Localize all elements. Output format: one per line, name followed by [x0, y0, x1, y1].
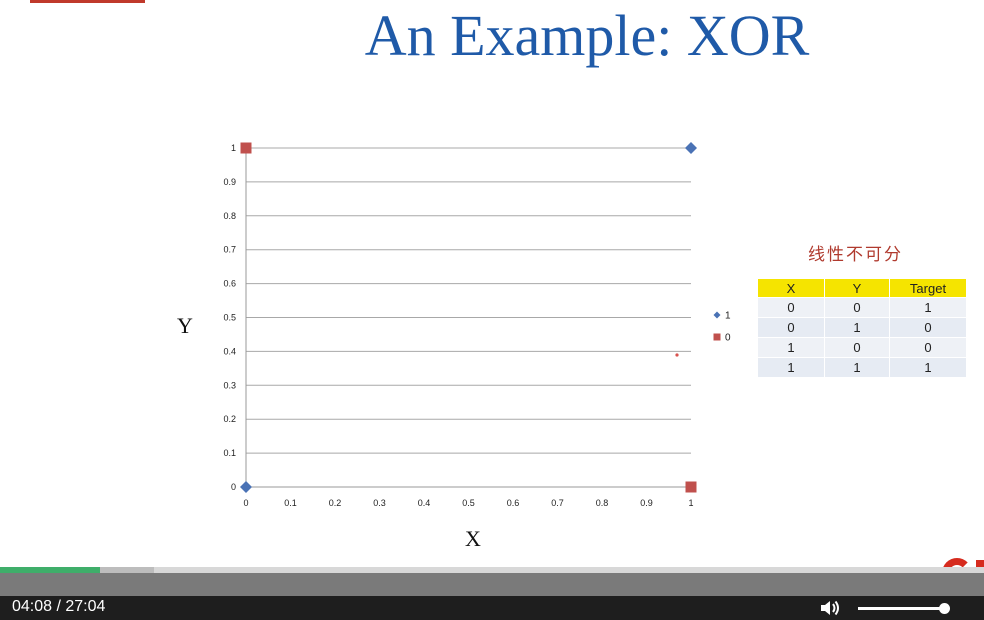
truth-table: X Y Target 0 0 1 0 1 0 1 0 0 1 1 1 — [757, 278, 967, 378]
controls-strip — [0, 573, 984, 596]
legend-label: 0 — [725, 333, 731, 344]
y-tick-label: 0.5 — [223, 313, 236, 323]
table-row: 1 1 1 — [758, 358, 966, 377]
y-tick-label: 0.1 — [223, 448, 236, 458]
cell: 0 — [890, 318, 966, 337]
x-tick-label: 0.7 — [551, 498, 564, 508]
x-tick-label: 0 — [243, 498, 248, 508]
cell: 1 — [890, 298, 966, 317]
x-tick-label: 1 — [688, 498, 693, 508]
volume-knob[interactable] — [939, 603, 950, 614]
y-tick-label: 0.7 — [223, 245, 236, 255]
time-display: 04:08 / 27:04 — [12, 598, 106, 615]
legend-marker-diamond — [713, 311, 721, 319]
data-point-diamond — [685, 142, 697, 154]
data-point-diamond — [240, 481, 252, 493]
legend-marker-square — [713, 333, 721, 341]
cell: 1 — [890, 358, 966, 377]
top-accent-bar — [30, 0, 145, 3]
cell: 1 — [758, 358, 824, 377]
player-controls: 04:08 / 27:04 — [0, 596, 984, 620]
x-tick-label: 0.3 — [373, 498, 386, 508]
y-tick-label: 0.2 — [223, 414, 236, 424]
cell: 0 — [758, 298, 824, 317]
cell: 0 — [890, 338, 966, 357]
x-tick-label: 0.9 — [640, 498, 653, 508]
x-axis-label: X — [465, 526, 481, 551]
data-point-square — [685, 481, 697, 493]
y-tick-label: 0.4 — [223, 346, 236, 356]
cell: 1 — [825, 318, 889, 337]
volume-icon[interactable] — [818, 596, 842, 620]
table-row: 0 1 0 — [758, 318, 966, 337]
side-title: 线性不可分 — [808, 245, 903, 265]
cell: 0 — [825, 338, 889, 357]
slide-title: An Example: XOR — [364, 3, 810, 68]
xor-scatter-chart: 0 0.1 0.2 0.3 0.4 0.5 0.6 0.7 0.8 0.9 1 0 0.1 0.2 0.3 0… — [223, 142, 731, 508]
volume-level — [858, 607, 944, 610]
cursor-dot — [675, 353, 679, 357]
cell: 0 — [758, 318, 824, 337]
header-x: X — [758, 279, 824, 297]
cell: 1 — [825, 358, 889, 377]
x-tick-label: 0.1 — [284, 498, 297, 508]
table-row: 1 0 0 — [758, 338, 966, 357]
y-tick-label: 0.3 — [223, 380, 236, 390]
y-tick-label: 0 — [231, 482, 236, 492]
volume-slider[interactable] — [858, 603, 950, 614]
x-tick-label: 0.8 — [596, 498, 609, 508]
truth-table-header-row: X Y Target — [758, 279, 966, 297]
x-tick-label: 0.2 — [329, 498, 342, 508]
y-tick-label: 1 — [231, 143, 236, 153]
table-row: 0 0 1 — [758, 298, 966, 317]
cell: 0 — [825, 298, 889, 317]
x-tick-label: 0.5 — [462, 498, 475, 508]
x-tick-label: 0.4 — [418, 498, 431, 508]
x-tick-label: 0.6 — [507, 498, 520, 508]
y-tick-label: 0.9 — [223, 177, 236, 187]
y-tick-label: 0.8 — [223, 211, 236, 221]
header-y: Y — [825, 279, 889, 297]
y-axis-label: Y — [177, 313, 193, 338]
progress-bar[interactable] — [0, 567, 984, 573]
cell: 1 — [758, 338, 824, 357]
progress-played — [0, 567, 101, 573]
y-tick-label: 0.6 — [223, 279, 236, 289]
header-target: Target — [890, 279, 966, 297]
data-point-square — [240, 142, 252, 154]
legend-label: 1 — [725, 311, 731, 322]
